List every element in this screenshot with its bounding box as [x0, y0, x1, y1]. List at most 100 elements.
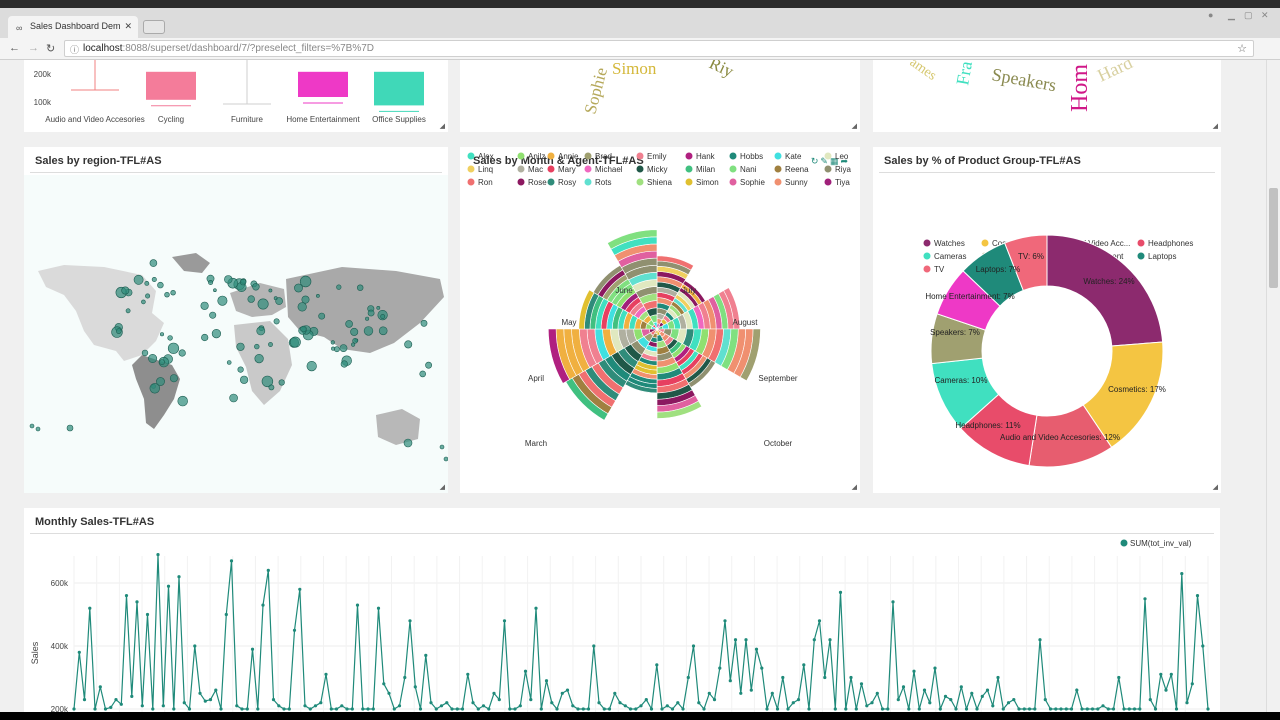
legend-swatch[interactable] — [981, 239, 989, 247]
sales-point[interactable] — [634, 707, 638, 711]
scrollbar-thumb[interactable] — [1269, 188, 1278, 288]
legend-swatch[interactable] — [584, 178, 592, 186]
sales-point[interactable] — [754, 647, 759, 651]
sales-point[interactable] — [1201, 644, 1205, 648]
sales-point[interactable] — [334, 707, 339, 711]
sales-point[interactable] — [366, 707, 370, 711]
sales-point[interactable] — [224, 612, 228, 617]
sales-point[interactable] — [229, 559, 234, 563]
sales-point[interactable] — [744, 638, 748, 642]
sales-point[interactable] — [602, 707, 606, 711]
sales-point[interactable] — [933, 666, 937, 670]
legend-swatch[interactable] — [547, 152, 555, 160]
polar-segment[interactable] — [606, 229, 658, 250]
sales-point[interactable] — [639, 704, 643, 708]
resize-handle-icon[interactable]: ◢ — [439, 123, 445, 130]
sales-point[interactable] — [1017, 707, 1021, 711]
region-bubble[interactable] — [331, 346, 336, 351]
sales-point[interactable] — [1075, 688, 1079, 692]
region-bubble[interactable] — [148, 354, 158, 364]
sales-point[interactable] — [781, 675, 785, 680]
sales-point[interactable] — [544, 679, 549, 683]
user-icon[interactable]: ● — [1208, 10, 1214, 20]
region-bubble[interactable] — [133, 274, 144, 285]
sales-point[interactable] — [817, 619, 822, 623]
region-bubble[interactable] — [239, 278, 247, 286]
sales-point[interactable] — [870, 701, 874, 705]
region-bubble[interactable] — [169, 374, 178, 383]
sales-point[interactable] — [1127, 707, 1131, 711]
sales-point[interactable] — [1174, 707, 1179, 711]
sales-point[interactable] — [607, 707, 612, 711]
region-bubble[interactable] — [268, 384, 275, 391]
sales-point[interactable] — [72, 707, 76, 711]
sales-point[interactable] — [849, 675, 853, 680]
region-bubble[interactable] — [345, 320, 353, 328]
sales-point[interactable] — [355, 603, 360, 607]
sales-point[interactable] — [1064, 707, 1068, 711]
sales-point[interactable] — [119, 702, 123, 706]
legend-swatch[interactable] — [1137, 252, 1145, 260]
sales-point[interactable] — [550, 701, 554, 705]
sales-point[interactable] — [681, 707, 685, 711]
sales-point[interactable] — [775, 707, 780, 711]
region-bubble[interactable] — [268, 288, 273, 293]
region-bubble[interactable] — [170, 290, 176, 296]
region-bubble[interactable] — [141, 349, 149, 357]
sales-point[interactable] — [1164, 688, 1168, 692]
sales-point[interactable] — [1148, 698, 1152, 702]
sales-point[interactable] — [156, 553, 160, 557]
region-bubble[interactable] — [333, 346, 340, 353]
region-bubble[interactable] — [367, 309, 375, 317]
sales-point[interactable] — [208, 698, 213, 702]
sales-point[interactable] — [93, 707, 97, 711]
sales-point[interactable] — [376, 606, 381, 610]
legend-swatch[interactable] — [1137, 239, 1145, 247]
sales-point[interactable] — [523, 669, 528, 673]
region-bubble[interactable] — [201, 333, 209, 342]
reload-icon[interactable]: ↻ — [46, 43, 56, 55]
sales-point[interactable] — [854, 707, 858, 711]
sales-point[interactable] — [901, 685, 906, 689]
sales-point[interactable] — [408, 619, 412, 623]
legend-swatch[interactable] — [467, 178, 475, 186]
region-bubble[interactable] — [35, 426, 41, 432]
sales-point[interactable] — [172, 707, 176, 711]
sales-point[interactable] — [1159, 672, 1163, 676]
sales-point[interactable] — [628, 707, 633, 711]
region-bubble[interactable] — [261, 375, 274, 388]
page-scrollbar[interactable] — [1266, 60, 1280, 712]
region-bubble[interactable] — [350, 327, 359, 336]
region-bubble[interactable] — [380, 314, 386, 319]
sales-point[interactable] — [203, 699, 207, 703]
sales-point[interactable] — [1006, 701, 1011, 705]
sales-point[interactable] — [1153, 707, 1158, 711]
sales-point[interactable] — [807, 707, 811, 711]
region-bubble[interactable] — [121, 286, 130, 295]
sales-point[interactable] — [387, 691, 391, 695]
region-bubble[interactable] — [299, 275, 312, 288]
legend-swatch[interactable] — [923, 252, 931, 260]
resize-handle-icon[interactable]: ◢ — [1212, 123, 1218, 130]
region-bubble[interactable] — [278, 379, 285, 386]
sales-point[interactable] — [350, 707, 354, 711]
sales-point[interactable] — [424, 653, 428, 657]
sales-point[interactable] — [712, 698, 717, 702]
sales-point[interactable] — [954, 707, 958, 711]
legend-swatch[interactable] — [636, 178, 644, 186]
polar-segment[interactable] — [578, 289, 595, 330]
sales-point[interactable] — [308, 707, 312, 711]
sales-point[interactable] — [859, 682, 864, 686]
sales-point[interactable] — [313, 704, 318, 708]
sales-point[interactable] — [287, 707, 291, 711]
sales-point[interactable] — [670, 707, 675, 711]
sales-point[interactable] — [886, 707, 890, 711]
region-bubble[interactable] — [357, 284, 364, 291]
region-bubble[interactable] — [156, 377, 165, 386]
legend-swatch[interactable] — [1120, 539, 1128, 547]
sales-point[interactable] — [1085, 707, 1089, 711]
region-bubble[interactable] — [213, 288, 217, 292]
region-bubble[interactable] — [306, 361, 317, 372]
region-bubble[interactable] — [339, 344, 348, 352]
sales-point[interactable] — [938, 707, 942, 711]
